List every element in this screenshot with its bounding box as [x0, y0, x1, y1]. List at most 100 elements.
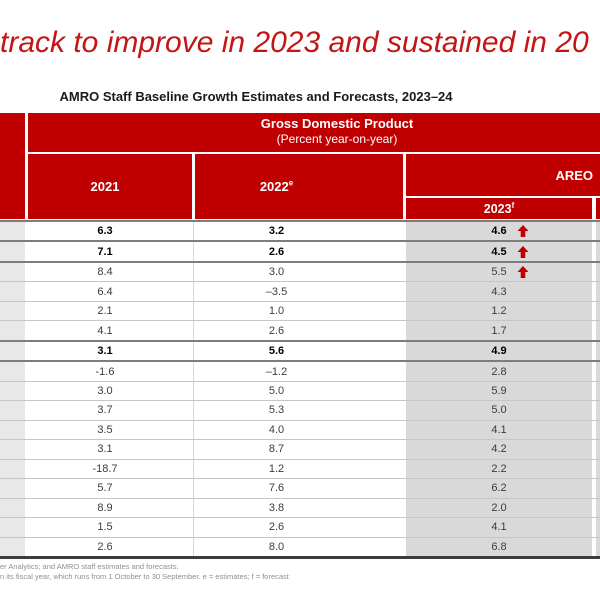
next-column-shade-cropped	[596, 420, 600, 440]
table-row: 3.0 5.0 5.9	[0, 380, 600, 401]
country-cell-cropped	[0, 242, 25, 261]
column-header-2022-label: 2022e	[259, 178, 294, 194]
up-arrow-icon	[517, 266, 529, 279]
next-column-shade-cropped	[596, 381, 600, 401]
cell-2022: 8.0	[268, 540, 285, 553]
column-divider	[193, 498, 194, 518]
table-caption: AMRO Staff Baseline Growth Estimates and…	[59, 89, 453, 104]
forecast-column-shade	[406, 301, 592, 321]
cell-2023: 6.2	[491, 482, 507, 495]
forecast-column-shade	[406, 262, 592, 282]
column-divider	[193, 537, 194, 556]
forecast-column-shade	[406, 321, 592, 340]
table-row: 2.1 1.0 1.2	[0, 300, 600, 321]
forecast-column-shade	[406, 401, 592, 420]
table-row: 5.7 7.6 6.2	[0, 478, 600, 498]
cell-2022: 2.6	[268, 324, 285, 337]
cell-2021: 4.1	[97, 324, 113, 337]
country-cell-cropped	[0, 362, 25, 381]
forecast-column-shade	[406, 381, 592, 401]
up-arrow-icon	[517, 245, 529, 258]
column-divider	[193, 222, 194, 241]
next-column-shade-cropped	[596, 222, 600, 241]
cell-2023: 4.1	[491, 521, 507, 534]
column-header-next-cropped	[596, 198, 600, 219]
cell-2021: 7.1	[97, 245, 113, 258]
next-column-shade-cropped	[596, 401, 600, 420]
cell-2023: 2.8	[491, 365, 507, 378]
cell-2021: 5.7	[97, 482, 113, 495]
forecast-column-shade	[406, 341, 592, 361]
cell-2021: 6.3	[97, 225, 113, 238]
forecast-column-shade	[406, 420, 592, 440]
country-cell-cropped	[0, 420, 25, 440]
column-divider	[193, 341, 194, 361]
table-row: 8.4 3.0 5.5	[0, 260, 600, 282]
country-cell-cropped	[0, 498, 25, 518]
cell-2022: 1.2	[268, 462, 285, 475]
next-column-shade-cropped	[596, 459, 600, 479]
next-column-shade-cropped	[596, 242, 600, 261]
country-cell-cropped	[0, 518, 25, 537]
column-divider	[193, 242, 194, 261]
slide-title: track to improve in 2023 and sustained i…	[0, 26, 589, 59]
column-divider	[193, 362, 194, 381]
cell-2021: 3.1	[97, 443, 113, 456]
next-column-shade-cropped	[596, 362, 600, 381]
column-header-2021-label: 2021	[90, 179, 120, 194]
forecast-column-shade	[406, 537, 592, 556]
gdp-group-header-cell: Gross Domestic Product (Percent year-on-…	[28, 113, 600, 152]
table-row: 3.1 8.7 4.2	[0, 439, 600, 459]
cell-2023: 5.5	[491, 266, 507, 279]
cell-2022: 2.6	[268, 521, 285, 534]
country-cell-cropped	[0, 262, 25, 282]
next-column-shade-cropped	[596, 321, 600, 340]
column-group-header-areo: AREO	[406, 154, 600, 196]
footnote-notes: n its fiscal year, which runs from 1 Oct…	[0, 572, 289, 581]
table-row: 3.5 4.0 4.1	[0, 419, 600, 440]
cell-2023: 4.3	[491, 285, 507, 298]
forecast-column-shade	[406, 459, 592, 479]
column-divider	[193, 401, 194, 420]
cell-2022: 8.7	[268, 443, 285, 456]
country-cell-cropped	[0, 537, 25, 556]
country-cell-cropped	[0, 321, 25, 340]
forecast-column-shade	[406, 222, 592, 241]
cell-2022: –1.2	[265, 365, 288, 378]
cell-2021: 3.5	[97, 423, 113, 436]
footnote-sources: er Analytics; and AMRO staff estimates a…	[0, 562, 179, 571]
table-row: 8.9 3.8 2.0	[0, 497, 600, 518]
gdp-header-subtitle: (Percent year-on-year)	[276, 132, 398, 146]
column-header-2023: 2023f	[406, 198, 592, 219]
table-row: -1.6 –1.2 2.8	[0, 360, 600, 381]
forecast-column-shade	[406, 362, 592, 381]
header-country-column-cropped	[0, 113, 25, 219]
cell-2022: 3.8	[268, 501, 285, 514]
table-body: 6.3 3.2 4.6 7.1 2.6 4.5 8.4 3.0 5.5 6.4 –3.5 4.3 2.1…	[0, 220, 600, 559]
cell-2023: 1.7	[491, 324, 507, 337]
cell-2021: 1.5	[97, 521, 113, 534]
table-row: 3.1 5.6 4.9	[0, 339, 600, 361]
table-row: 1.5 2.6 4.1	[0, 517, 600, 537]
column-divider	[193, 262, 194, 282]
cell-2023: 2.2	[491, 462, 507, 475]
cell-2023: 4.2	[491, 443, 507, 456]
cell-2021: 6.4	[97, 285, 113, 298]
cell-2023: 6.8	[491, 540, 507, 553]
country-cell-cropped	[0, 440, 25, 459]
cell-2023: 4.5	[491, 245, 507, 258]
gdp-header-title: Gross Domestic Product	[260, 116, 414, 131]
column-header-2022: 2022e	[195, 154, 403, 219]
next-column-shade-cropped	[596, 518, 600, 537]
cell-2022: 5.3	[268, 404, 285, 417]
country-cell-cropped	[0, 341, 25, 361]
forecast-column-shade	[406, 498, 592, 518]
cell-2022: 3.0	[268, 266, 285, 279]
cell-2021: 2.1	[97, 305, 113, 318]
next-column-shade-cropped	[596, 498, 600, 518]
column-divider	[193, 381, 194, 401]
cell-2021: -1.6	[95, 365, 115, 378]
next-column-shade-cropped	[596, 440, 600, 459]
cell-2023: 2.0	[491, 501, 507, 514]
table-row: 7.1 2.6 4.5	[0, 240, 600, 261]
